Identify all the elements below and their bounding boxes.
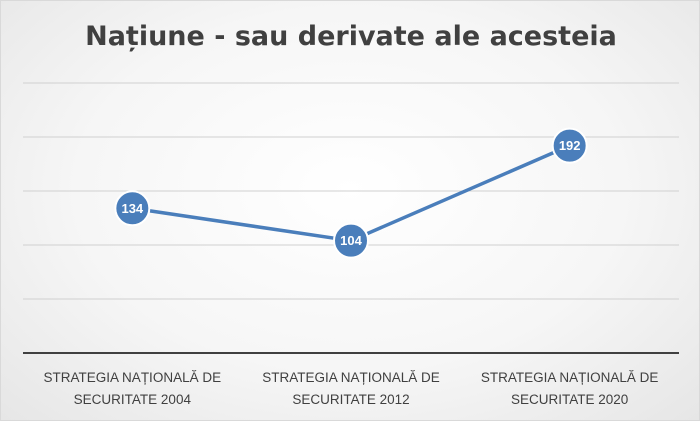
data-label: 192 (559, 138, 581, 153)
data-point (114, 190, 151, 227)
data-point (333, 222, 369, 259)
x-tick-label: STRATEGIA NAȚIONALĂ DE SECURITATE 2020 (481, 370, 659, 407)
data-label: 104 (340, 233, 362, 248)
x-tick-label: STRATEGIA NAȚIONALĂ DE SECURITATE 2012 (262, 370, 440, 407)
x-tick-label: STRATEGIA NAȚIONALĂ DE SECURITATE 2004 (44, 370, 222, 407)
data-label: 134 (121, 201, 143, 216)
data-point (551, 127, 588, 164)
chart-title: Națiune - sau derivate ale acesteia (85, 21, 617, 52)
